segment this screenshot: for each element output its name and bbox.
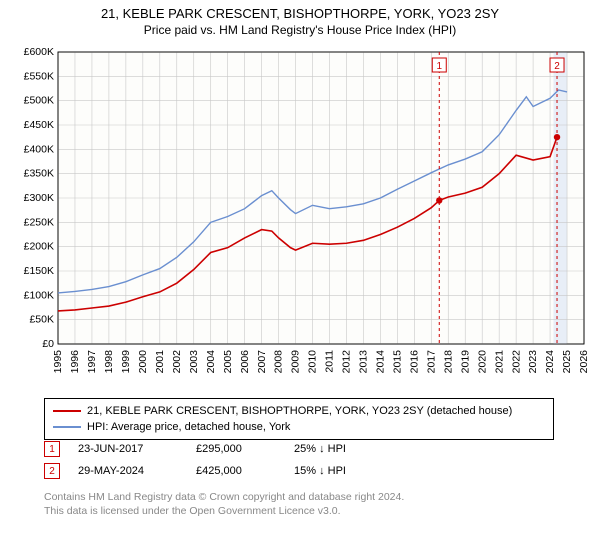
chart-title: 21, KEBLE PARK CRESCENT, BISHOPTHORPE, Y… bbox=[0, 0, 600, 39]
svg-text:£350K: £350K bbox=[24, 168, 54, 180]
sale-delta-2: 15% ↓ HPI bbox=[294, 465, 394, 477]
legend-swatch-property bbox=[53, 410, 81, 412]
footnote-line2: This data is licensed under the Open Gov… bbox=[44, 504, 554, 518]
svg-text:£0: £0 bbox=[42, 338, 54, 350]
legend-item-property: 21, KEBLE PARK CRESCENT, BISHOPTHORPE, Y… bbox=[53, 403, 545, 419]
svg-text:£50K: £50K bbox=[29, 314, 54, 326]
svg-text:£150K: £150K bbox=[24, 265, 54, 277]
svg-text:£200K: £200K bbox=[24, 241, 54, 253]
svg-text:2013: 2013 bbox=[358, 350, 370, 374]
svg-text:2019: 2019 bbox=[459, 350, 471, 374]
legend-item-hpi: HPI: Average price, detached house, York bbox=[53, 419, 545, 435]
footnote-line1: Contains HM Land Registry data © Crown c… bbox=[44, 490, 554, 504]
sale-row-1: 1 23-JUN-2017 £295,000 25% ↓ HPI bbox=[44, 438, 554, 460]
svg-text:1999: 1999 bbox=[120, 350, 132, 374]
sale-marker-2: 2 bbox=[44, 463, 60, 479]
svg-text:2011: 2011 bbox=[324, 350, 336, 373]
svg-text:2025: 2025 bbox=[561, 350, 573, 374]
svg-text:£500K: £500K bbox=[24, 95, 54, 107]
svg-text:1: 1 bbox=[436, 61, 442, 72]
svg-text:2023: 2023 bbox=[527, 350, 539, 374]
svg-text:£550K: £550K bbox=[24, 70, 54, 82]
svg-text:2: 2 bbox=[554, 61, 560, 72]
line-chart: £0 £50K £100K £150K £200K £250K £300K £350K £400… bbox=[8, 48, 592, 388]
sale-price-1: £295,000 bbox=[196, 443, 276, 455]
svg-text:1996: 1996 bbox=[69, 350, 81, 374]
svg-text:2012: 2012 bbox=[341, 350, 353, 374]
svg-text:£300K: £300K bbox=[24, 192, 54, 204]
title-line1: 21, KEBLE PARK CRESCENT, BISHOPTHORPE, Y… bbox=[0, 6, 600, 21]
footnote: Contains HM Land Registry data © Crown c… bbox=[44, 490, 554, 518]
svg-text:2020: 2020 bbox=[476, 350, 488, 374]
sale-date-1: 23-JUN-2017 bbox=[78, 443, 178, 455]
svg-text:2026: 2026 bbox=[578, 350, 590, 374]
legend: 21, KEBLE PARK CRESCENT, BISHOPTHORPE, Y… bbox=[44, 398, 554, 440]
legend-label-property: 21, KEBLE PARK CRESCENT, BISHOPTHORPE, Y… bbox=[87, 403, 512, 419]
svg-text:2021: 2021 bbox=[493, 350, 505, 374]
svg-text:1995: 1995 bbox=[52, 350, 64, 374]
svg-text:2001: 2001 bbox=[154, 350, 166, 374]
svg-text:2009: 2009 bbox=[290, 350, 302, 374]
svg-text:2018: 2018 bbox=[442, 350, 454, 374]
sales-table: 1 23-JUN-2017 £295,000 25% ↓ HPI 2 29-MA… bbox=[44, 438, 554, 482]
svg-text:£450K: £450K bbox=[24, 119, 54, 131]
svg-text:£600K: £600K bbox=[24, 48, 54, 58]
svg-text:2015: 2015 bbox=[392, 350, 404, 374]
svg-text:£100K: £100K bbox=[24, 289, 54, 301]
svg-text:2022: 2022 bbox=[510, 350, 522, 374]
svg-text:£400K: £400K bbox=[24, 143, 54, 155]
legend-label-hpi: HPI: Average price, detached house, York bbox=[87, 419, 290, 435]
chart-area: £0 £50K £100K £150K £200K £250K £300K £350K £400… bbox=[8, 48, 592, 388]
svg-text:£250K: £250K bbox=[24, 216, 54, 228]
svg-text:2014: 2014 bbox=[375, 350, 387, 374]
svg-text:2006: 2006 bbox=[239, 350, 251, 374]
sale-marker-1: 1 bbox=[44, 441, 60, 457]
sale-delta-1: 25% ↓ HPI bbox=[294, 443, 394, 455]
svg-text:2005: 2005 bbox=[222, 350, 234, 374]
svg-text:2010: 2010 bbox=[307, 350, 319, 374]
svg-text:1997: 1997 bbox=[86, 350, 98, 374]
sale-row-2: 2 29-MAY-2024 £425,000 15% ↓ HPI bbox=[44, 460, 554, 482]
sale-date-2: 29-MAY-2024 bbox=[78, 465, 178, 477]
svg-text:2016: 2016 bbox=[408, 350, 420, 374]
svg-text:2008: 2008 bbox=[273, 350, 285, 374]
svg-text:2017: 2017 bbox=[425, 350, 437, 374]
svg-text:1998: 1998 bbox=[103, 350, 115, 374]
legend-swatch-hpi bbox=[53, 426, 81, 428]
title-line2: Price paid vs. HM Land Registry's House … bbox=[0, 23, 600, 37]
svg-text:2000: 2000 bbox=[137, 350, 149, 374]
svg-text:2007: 2007 bbox=[256, 350, 268, 374]
svg-text:2002: 2002 bbox=[171, 350, 183, 374]
svg-text:2024: 2024 bbox=[544, 350, 556, 374]
sale-price-2: £425,000 bbox=[196, 465, 276, 477]
svg-text:2004: 2004 bbox=[205, 350, 217, 374]
svg-text:2003: 2003 bbox=[188, 350, 200, 374]
